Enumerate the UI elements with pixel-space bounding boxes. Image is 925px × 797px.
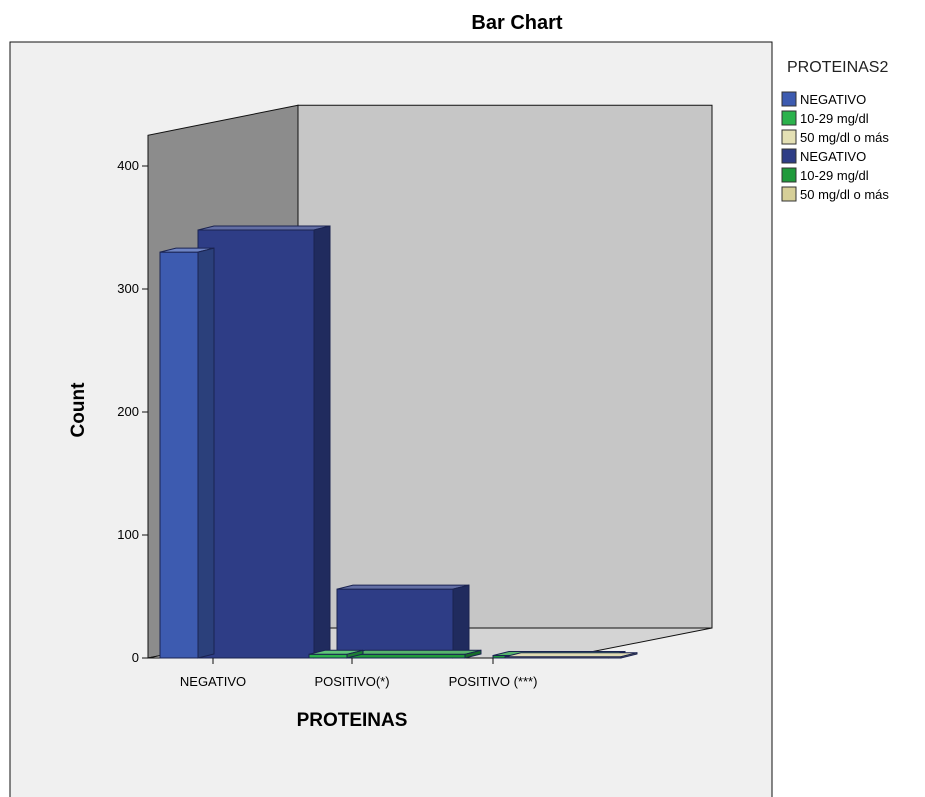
bar-back-s4-c1-side: [464, 649, 482, 659]
bar-back-s5-c2-side: [620, 652, 638, 659]
back-wall: [297, 104, 713, 629]
bar-back-s3-c1-side: [452, 584, 470, 659]
y-tick-label: 300: [117, 281, 139, 296]
y-tick-label: 400: [117, 158, 139, 173]
legend-swatch: [781, 129, 797, 145]
legend: PROTEINAS2 NEGATIVO 10-29 mg/dl 50 mg/dl o…: [781, 59, 889, 202]
legend-label: NEGATIVO: [800, 149, 866, 164]
legend-label: 50 mg/dl o más: [800, 130, 889, 145]
bar-front-s1-c1-side: [346, 649, 364, 659]
chart-title: Bar Chart: [471, 12, 562, 34]
x-tick-label: POSITIVO (***): [449, 674, 538, 689]
bar-back-s3-c1-top: [336, 584, 470, 590]
y-axis-title: Count: [68, 382, 89, 438]
bar-front-s0-c0-side: [197, 247, 215, 659]
legend-swatch: [781, 110, 797, 126]
legend-label: NEGATIVO: [800, 92, 866, 107]
bar-back-s4-c1-top: [348, 649, 482, 655]
legend-swatch: [781, 167, 797, 183]
bar-back-s4-c1: [348, 653, 466, 659]
bar-back-s3-c0-top: [197, 225, 331, 231]
y-tick-label: 100: [117, 527, 139, 542]
legend-label: 10-29 mg/dl: [800, 168, 869, 183]
x-axis-title: PROTEINAS: [297, 710, 408, 731]
y-tick-label: 200: [117, 404, 139, 419]
x-tick-label: POSITIVO(*): [314, 674, 389, 689]
bar-front-s0-c0: [159, 251, 199, 659]
legend-label: 50 mg/dl o más: [800, 187, 889, 202]
legend-label: 10-29 mg/dl: [800, 111, 869, 126]
bar-back-s3-c1: [336, 588, 454, 659]
y-tick-label: 0: [132, 650, 139, 665]
legend-title: PROTEINAS2: [787, 59, 888, 76]
bar-front-s1-c1: [308, 653, 348, 659]
legend-swatch: [781, 91, 797, 107]
bar-back-s3-c0: [197, 229, 315, 659]
axes-group: 0 100 200 300 400 NEGATIVO POSITIVO(*) POSITIVO…: [117, 141, 537, 689]
bars-group: [159, 225, 638, 659]
bar-back-s3-c0-side: [313, 225, 331, 659]
bar-back-s5-c2-top: [504, 652, 638, 658]
x-tick-label: NEGATIVO: [180, 674, 246, 689]
legend-swatch: [781, 148, 797, 164]
legend-swatch: [781, 186, 797, 202]
